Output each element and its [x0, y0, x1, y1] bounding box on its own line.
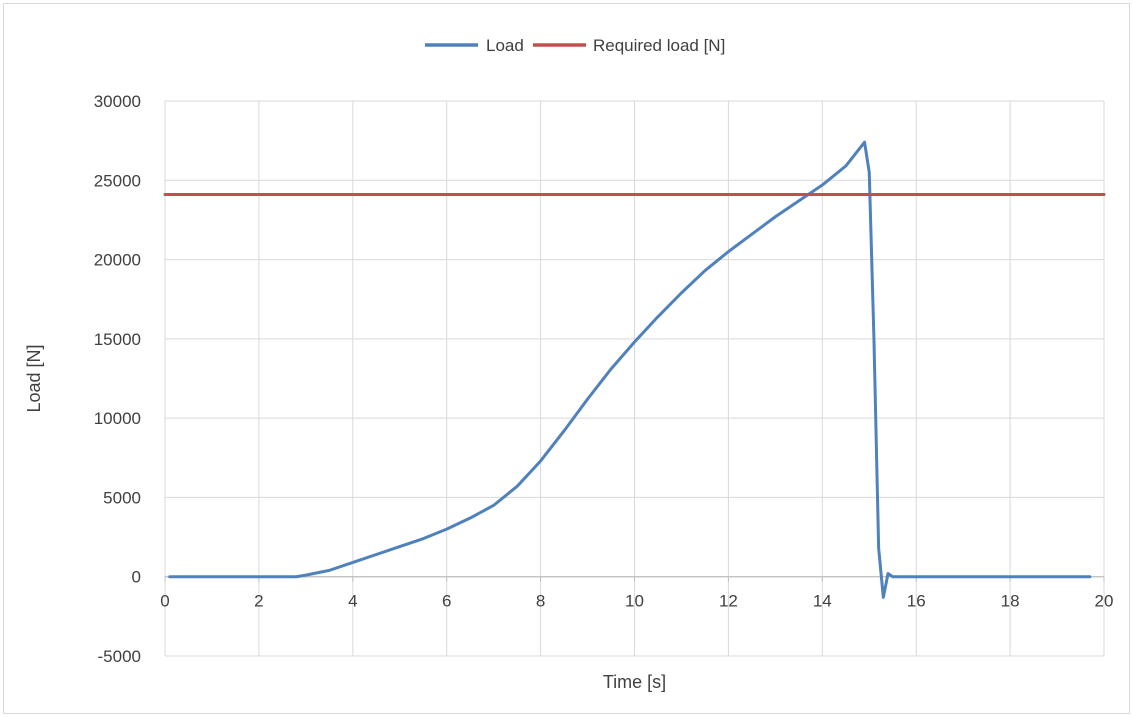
x-tick-label: 16 — [907, 592, 926, 611]
legend-label-load: Load — [486, 36, 524, 55]
x-tick-label: 20 — [1095, 592, 1114, 611]
x-tick-label: 6 — [442, 592, 451, 611]
x-tick-label: 8 — [536, 592, 545, 611]
legend-label-required-load: Required load [N] — [593, 36, 725, 55]
x-tick-label: 10 — [625, 592, 644, 611]
x-tick-label: 2 — [254, 592, 263, 611]
legend: Load Required load [N] — [425, 36, 725, 55]
x-tick-label: 12 — [719, 592, 738, 611]
y-tick-label: 30000 — [94, 92, 141, 111]
y-tick-label: 15000 — [94, 330, 141, 349]
x-tick-label: 4 — [348, 592, 357, 611]
y-tick-label: 25000 — [94, 171, 141, 190]
y-tick-label: 10000 — [94, 409, 141, 428]
x-tick-label: 14 — [813, 592, 832, 611]
y-tick-label: -5000 — [98, 647, 141, 666]
y-tick-label: 0 — [132, 568, 141, 587]
x-tick-label: 0 — [160, 592, 169, 611]
y-axis-title: Load [N] — [24, 344, 44, 412]
chart-border — [3, 3, 1130, 714]
tick-labels: 0 2 4 6 8 10 12 14 16 18 20 -5000 0 5000 10000 15000 200… — [94, 92, 1114, 666]
y-tick-label: 5000 — [103, 488, 141, 507]
series-line-load — [168, 140, 1092, 599]
x-axis-title: Time [s] — [603, 672, 666, 692]
series-layer — [163, 140, 1106, 599]
x-tick-label: 18 — [1001, 592, 1020, 611]
y-tick-label: 20000 — [94, 251, 141, 270]
